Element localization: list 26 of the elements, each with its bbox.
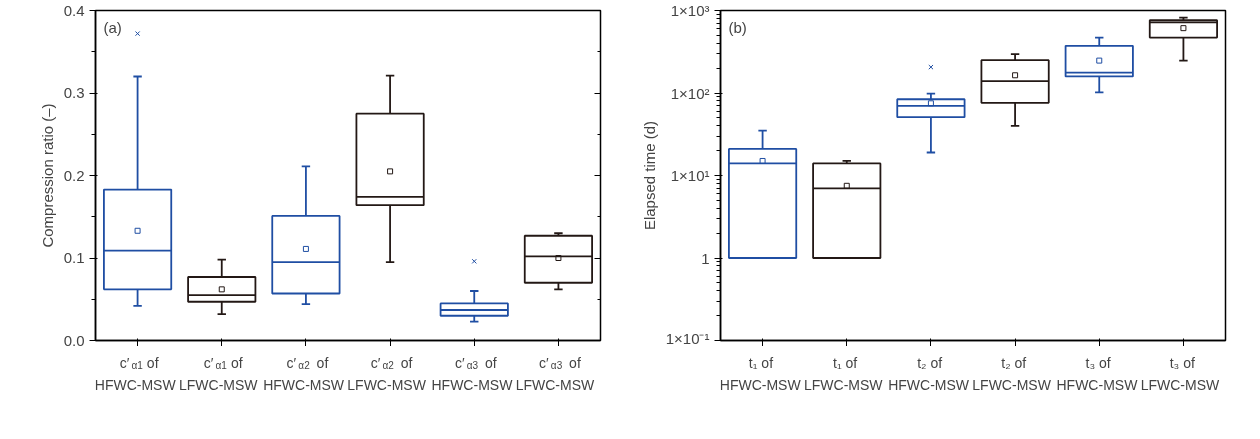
x-tick-label: t₁ of HFWC-MSW	[719, 354, 802, 393]
annotation: (b)	[728, 18, 747, 36]
y-tick-label: 0.4	[63, 1, 85, 19]
y-tick-label: 0.0	[63, 331, 85, 349]
y-tick-label: 1×10³	[670, 2, 710, 19]
x-tick-label: c′α3 of LFWC-MSW	[515, 354, 595, 393]
x-tick-label: c′α1 of LFWC-MSW	[178, 354, 259, 393]
y-tick-label: 1×10¹	[670, 167, 710, 184]
x-tick-label: t₂ of HFWC-MSW	[888, 354, 970, 393]
x-tick-label: c′α2 of LFWC-MSW	[347, 354, 427, 393]
x-tick-label: t₃ of HFWC-MSW	[1056, 354, 1139, 393]
y-tick-label: 0.1	[63, 249, 85, 266]
y-axis-title: Compression ratio (–)	[38, 103, 56, 248]
annotation: (a)	[103, 18, 122, 36]
x-tick-label: c′α1 of HFWC-MSW	[94, 354, 177, 393]
x-tick-label: c′α3 of HFWC-MSW	[431, 354, 514, 393]
y-axis-title: Elapsed time (d)	[640, 120, 658, 231]
x-tick-label: c′α2 of HFWC-MSW	[263, 354, 345, 393]
y-tick-label: 1×10²	[670, 84, 710, 102]
y-tick-label: 0.3	[63, 84, 85, 101]
x-tick-label: t₁ of LFWC-MSW	[803, 354, 884, 393]
x-tick-label: t₃ of LFWC-MSW	[1140, 354, 1220, 393]
y-tick-label: 0.2	[63, 166, 85, 184]
x-tick-label: t₂ of LFWC-MSW	[972, 354, 1052, 393]
y-tick-label: 1	[701, 249, 710, 267]
y-tick-label: 1×10⁻¹	[665, 329, 710, 347]
